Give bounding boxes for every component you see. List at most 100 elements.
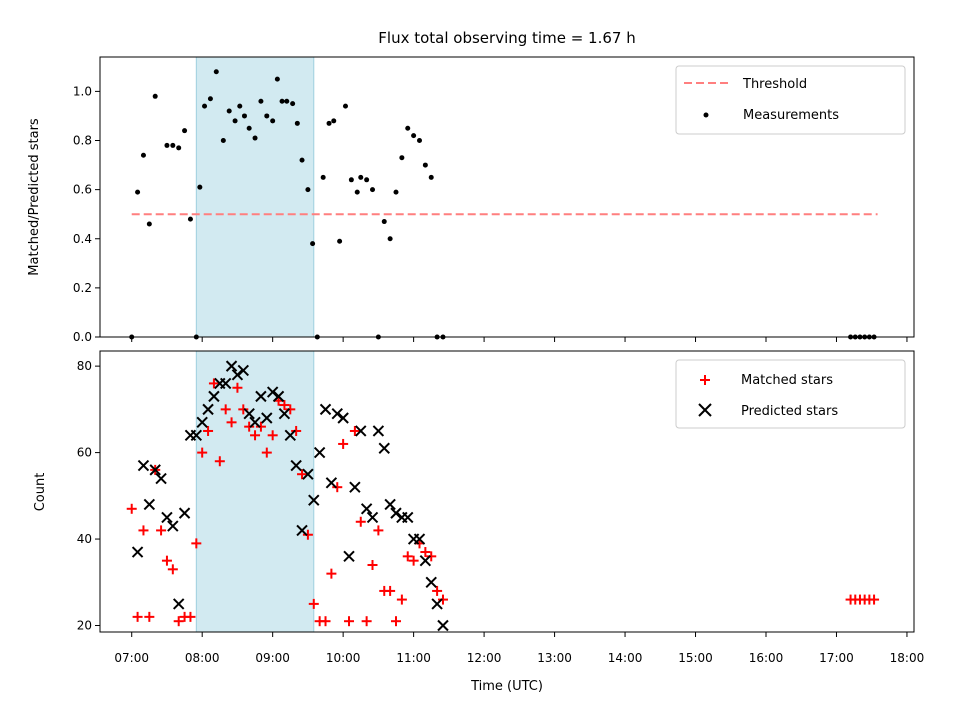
matched-star-point	[302, 529, 313, 540]
matched-star-point	[420, 547, 431, 558]
predicted-star-point	[261, 412, 273, 424]
predicted-star-point	[378, 442, 390, 454]
measurement-point	[358, 174, 364, 180]
count-y-axis-label: Count	[33, 473, 48, 512]
matched-star-point	[226, 417, 237, 428]
count-y-tick-label: 80	[77, 359, 92, 373]
measurement-point	[170, 142, 176, 148]
x-tick-label: 14:00	[608, 651, 643, 665]
predicted-star-point	[366, 511, 379, 524]
measurement-point	[164, 142, 170, 148]
predicted-star-point	[237, 364, 250, 377]
predicted-star-point	[143, 498, 156, 511]
measurement-point	[370, 187, 376, 193]
matched-star-point	[208, 378, 219, 389]
legend-predicted-swatch	[698, 403, 712, 417]
predicted-star-point	[413, 533, 426, 545]
count-panel: 20 40 60 80 07:00 08:00 09:00 10:00 11:00 12:00 1…	[33, 350, 924, 694]
matched-star-point	[291, 425, 302, 436]
predicted-star-point	[278, 407, 291, 420]
matched-star-point	[220, 404, 231, 415]
measurement-point	[237, 103, 243, 109]
matched-star-point	[238, 404, 249, 415]
predicted-star-point	[219, 377, 232, 390]
measurement-point	[232, 118, 238, 124]
matched-star-point	[297, 469, 308, 480]
matched-star-point	[402, 551, 413, 562]
measurement-point	[411, 133, 417, 139]
measurement-point	[213, 69, 219, 75]
measurement-point	[331, 118, 337, 124]
ratio-y-tick-label: 0.2	[73, 281, 92, 295]
measurement-point	[387, 236, 393, 242]
ratio-y-tick-label: 0.8	[73, 134, 92, 148]
measurement-point	[146, 221, 152, 227]
measurement-point	[140, 152, 146, 158]
count-y-tick-label: 40	[77, 532, 92, 546]
predicted-star-point	[161, 511, 173, 524]
ratio-y-tick-label: 0.4	[73, 232, 92, 246]
matched-star-point	[279, 400, 290, 411]
predicted-star-point	[331, 407, 343, 420]
predicted-star-point	[390, 507, 402, 519]
predicted-star-point	[402, 511, 414, 524]
matched-star-point	[214, 456, 225, 467]
measurement-point	[207, 96, 213, 102]
measurement-point	[220, 138, 226, 144]
measurement-point	[305, 187, 311, 193]
predicted-star-point	[137, 459, 150, 472]
predicted-star-point	[425, 576, 437, 588]
legend-threshold-label: Threshold	[742, 77, 807, 92]
ratio-plot-frame	[99, 56, 915, 338]
matched-star-point	[167, 564, 178, 575]
matched-star-point	[437, 594, 448, 605]
measurement-point	[246, 125, 252, 131]
chart-title: Flux total observing time = 1.67 h	[378, 29, 635, 47]
predicted-star-point	[308, 494, 320, 506]
predicted-star-point	[172, 598, 185, 610]
measurement-point	[428, 174, 434, 180]
matched-star-point	[367, 559, 378, 570]
predicted-star-point	[325, 477, 338, 489]
measurement-point	[197, 184, 203, 190]
predicted-star-point	[272, 390, 285, 403]
matched-star-point	[197, 447, 208, 458]
count-y-tick-label: 60	[77, 446, 92, 460]
matched-star-point	[285, 404, 296, 415]
predicted-star-point	[255, 390, 267, 403]
matched-star-point	[203, 425, 214, 436]
count-plot-frame	[99, 350, 915, 633]
predicted-star-point	[155, 472, 167, 485]
count-legend: Matched stars Predicted stars	[675, 359, 906, 429]
measurement-point	[279, 98, 285, 104]
measurement-point	[310, 241, 316, 247]
matched-star-point	[373, 525, 384, 536]
count-y-tick-label: 20	[77, 619, 92, 633]
x-tick-label: 15:00	[678, 651, 713, 665]
matched-star-point	[355, 516, 366, 527]
matched-star-point	[320, 616, 331, 627]
x-tick-label: 16:00	[749, 651, 784, 665]
matched-star-point	[191, 538, 202, 549]
ratio-x-axis	[131, 337, 908, 342]
measurement-point	[264, 113, 270, 119]
count-shaded-span	[195, 350, 315, 633]
predicted-star-point	[302, 468, 314, 480]
measurement-point	[320, 174, 326, 180]
measurement-point	[299, 157, 305, 163]
measurement-point	[258, 98, 264, 104]
predicted-star-point	[225, 360, 238, 372]
predicted-star-point	[313, 446, 326, 459]
matched-star-point	[385, 585, 396, 596]
predicted-star-point	[208, 390, 220, 403]
ratio-shaded-span	[195, 56, 315, 338]
x-tick-label: 17:00	[819, 651, 854, 665]
matched-star-point	[185, 611, 196, 622]
measurement-point	[135, 189, 141, 195]
legend-measurements-swatch	[703, 112, 709, 118]
measurement-point	[364, 177, 370, 183]
matched-star-point	[869, 594, 880, 605]
measurement-point	[337, 238, 343, 244]
x-tick-label: 07:00	[114, 651, 149, 665]
